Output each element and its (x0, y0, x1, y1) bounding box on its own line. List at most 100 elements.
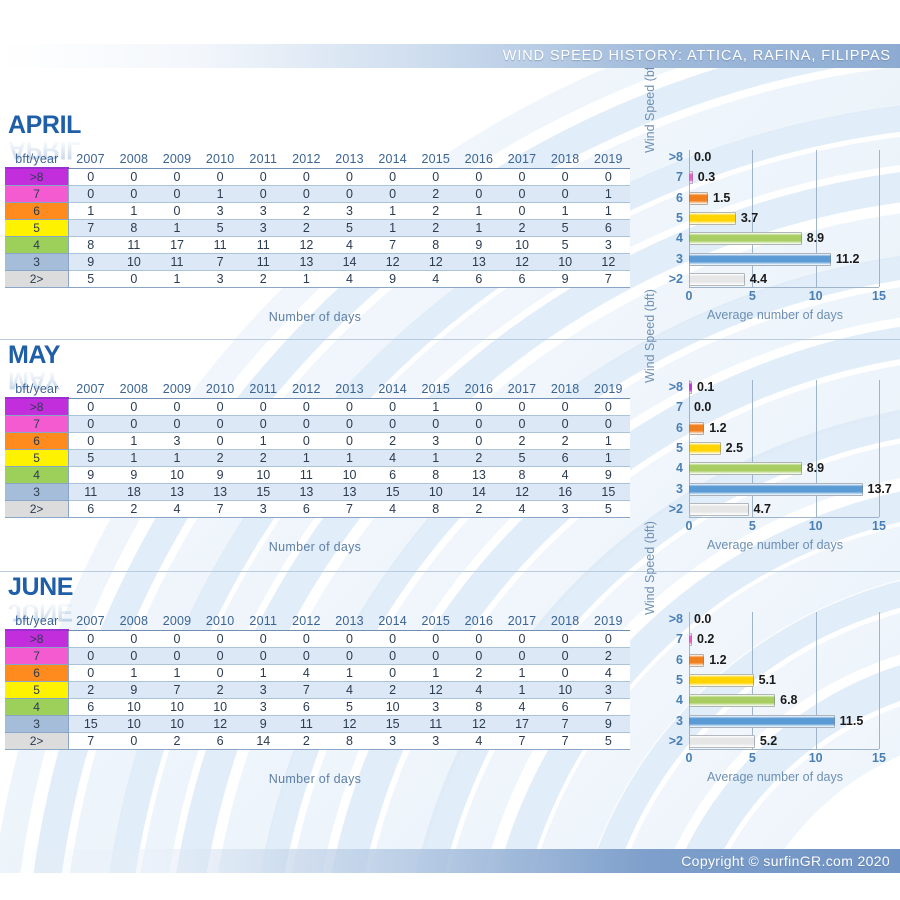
chart-bar-row: >2 4.7 (669, 502, 879, 517)
chart-bar[interactable] (689, 272, 745, 286)
chart-plot-area: >8 0.0 7 0.2 6 1.2 5 5.1 4 6.8 3 11.5 >2 5.2 (669, 612, 880, 749)
chart-bar[interactable] (689, 232, 802, 246)
chart-bar[interactable] (689, 462, 802, 476)
page-footer-bar: Copyright © surfinGR.com 2020 (0, 849, 900, 873)
table-cell: 0 (543, 647, 587, 665)
chart-bar[interactable] (689, 653, 705, 667)
table-cell: 0 (327, 398, 372, 416)
table-row: >8 0 0 0 0 0 0 0 0 0 0 0 0 0 (5, 630, 630, 648)
table-cell: 3 (371, 732, 415, 750)
column-header-2011: 2011 (241, 612, 285, 631)
chart-bar-row: 6 1.2 (676, 653, 879, 668)
section-divider (0, 571, 900, 572)
table-cell: 0 (155, 630, 199, 648)
table-cell: 11 (241, 236, 285, 254)
table-cell: 0 (112, 270, 156, 288)
bft-level-label: 3 (5, 483, 70, 501)
chart-bar[interactable] (689, 673, 754, 687)
column-header-2007: 2007 (68, 380, 113, 399)
table-cell: 10 (198, 698, 242, 716)
chart-bar[interactable] (689, 252, 831, 266)
chart-bar-row: 7 0.3 (676, 170, 879, 185)
table-cell: 6 (457, 270, 501, 288)
column-header-2007: 2007 (68, 150, 113, 169)
chart-value-label: 8.9 (806, 231, 825, 246)
chart-value-label: 1.2 (709, 420, 727, 435)
table-cell: 12 (500, 483, 544, 501)
chart-value-label: 3.7 (740, 210, 759, 225)
table-cell: 1 (457, 219, 501, 237)
table-cell: 0 (155, 398, 199, 416)
chart-bar[interactable] (689, 381, 692, 394)
table-cell: 1 (414, 398, 458, 416)
table-cell: 2 (500, 219, 544, 237)
table-row: >8 0 0 0 0 0 0 0 0 1 0 0 0 0 (5, 398, 630, 416)
chart-bar-row: >8 0.0 (669, 612, 879, 627)
chart-category-label: 4 (676, 693, 683, 708)
table-cell: 6 (284, 698, 328, 716)
table-cell: 12 (327, 715, 372, 733)
chart-category-label: 3 (676, 251, 683, 266)
column-header-2018: 2018 (543, 380, 587, 399)
chart-gridline (879, 612, 880, 749)
chart-bar[interactable] (689, 441, 721, 455)
table-cell: 11 (155, 253, 199, 271)
column-header-2009: 2009 (155, 150, 199, 169)
column-header-2009: 2009 (155, 380, 199, 399)
chart-value-label: 0.3 (697, 170, 716, 185)
bft-level-label: >8 (5, 168, 70, 186)
table-cell: 0 (284, 630, 328, 648)
table-cell: 0 (414, 168, 458, 186)
chart-bar[interactable] (689, 171, 693, 185)
table-cell: 0 (371, 398, 415, 416)
table-cell: 7 (198, 500, 242, 518)
table-cell: 2 (543, 432, 587, 450)
table-cell: 4 (327, 270, 372, 288)
chart-bar[interactable] (689, 734, 755, 748)
chart-bar[interactable] (689, 482, 863, 496)
column-header-2014: 2014 (371, 380, 415, 399)
table-cell: 1 (327, 449, 372, 467)
table-cell: 13 (155, 483, 199, 501)
wind-speed-table-june: bft/year 2007 2008 2009 2010 2011 2012 2013 2014… (5, 612, 630, 750)
table-cell: 17 (500, 715, 544, 733)
table-cell: 13 (457, 466, 501, 484)
table-cell: 14 (457, 483, 501, 501)
chart-bar[interactable] (689, 633, 692, 647)
column-header-2014: 2014 (371, 150, 415, 169)
bft-level-label: 3 (5, 253, 70, 271)
table-cell: 0 (543, 415, 587, 433)
table-cell: 0 (68, 647, 113, 665)
chart-bar[interactable] (689, 714, 835, 728)
table-cell: 7 (284, 681, 328, 699)
chart-bar[interactable] (689, 694, 776, 708)
table-cell: 3 (241, 681, 285, 699)
chart-bar[interactable] (689, 191, 708, 205)
bft-level-label: 4 (5, 698, 70, 716)
column-header-2012: 2012 (284, 380, 328, 399)
chart-bar[interactable] (689, 211, 736, 225)
column-header-2010: 2010 (198, 150, 242, 169)
chart-bar-row: >2 4.4 (669, 272, 879, 287)
chart-bar[interactable] (689, 502, 749, 516)
table-cell: 4 (457, 732, 501, 750)
chart-tick-label: 15 (872, 289, 886, 303)
table-cell: 0 (457, 432, 501, 450)
table-cell: 0 (241, 168, 285, 186)
chart-category-label: 7 (676, 400, 683, 415)
table-cell: 5 (68, 270, 113, 288)
chart-value-label: 8.9 (806, 461, 825, 476)
table-cell: 10 (543, 681, 587, 699)
wind-speed-table-april: bft/year 2007 2008 2009 2010 2011 2012 2013 2014… (5, 150, 630, 288)
wind-speed-table-may: bft/year 2007 2008 2009 2010 2011 2012 2013 2014… (5, 380, 630, 518)
bft-level-label: 6 (5, 202, 70, 220)
table-cell: 0 (500, 630, 544, 648)
table-cell: 0 (112, 398, 156, 416)
chart-bar[interactable] (689, 421, 705, 435)
table-cell: 0 (68, 185, 113, 203)
chart-bar-row: 5 2.5 (676, 441, 879, 456)
table-cell: 15 (371, 483, 415, 501)
chart-bar-row: 5 5.1 (676, 673, 879, 688)
